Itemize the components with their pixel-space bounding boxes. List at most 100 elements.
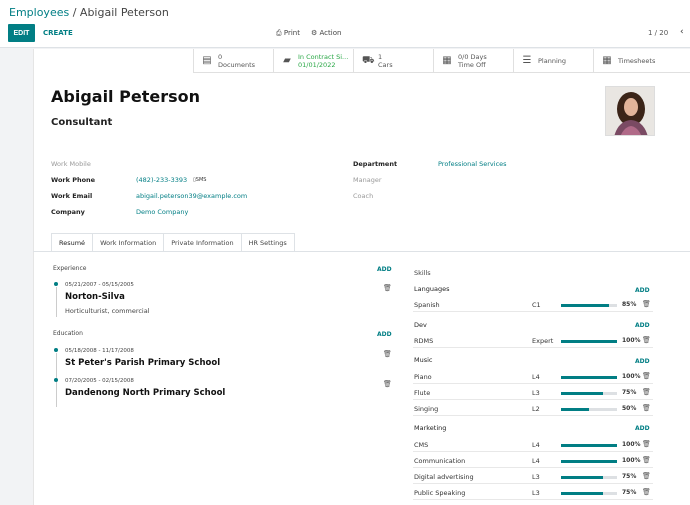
timeline-line	[56, 287, 57, 317]
trash-icon[interactable]: 🗑	[642, 388, 651, 396]
action-button[interactable]: ⚙ Action	[311, 29, 341, 37]
skill-progress-bar	[561, 340, 617, 343]
trash-icon[interactable]: 🗑	[383, 350, 392, 358]
skill-name: Piano	[414, 373, 432, 381]
department-value[interactable]: Professional Services	[438, 160, 507, 168]
contract-smart-button[interactable]: ▰ In Contract Si... 01/01/2022	[273, 49, 353, 73]
tab-work-information[interactable]: Work Information	[92, 233, 165, 251]
trash-icon[interactable]: 🗑	[642, 300, 651, 308]
resume-line-dates: 05/18/2008 - 11/17/2008	[65, 348, 134, 354]
skill-percent: 75%	[622, 473, 637, 480]
calendar-icon: ▦	[602, 55, 612, 66]
avatar-photo	[606, 87, 654, 135]
tab-hr-settings[interactable]: HR Settings	[240, 233, 295, 251]
skill-level: L4	[532, 373, 540, 381]
documents-smart-button[interactable]: ▤ 0 Documents	[193, 49, 273, 73]
skill-row[interactable]: RDMS Expert 100% 🗑	[413, 334, 653, 348]
trash-icon[interactable]: 🗑	[642, 456, 651, 464]
work-phone-value[interactable]: (482)-233-3393	[136, 176, 188, 184]
contract-status: In Contract Si...	[298, 53, 349, 61]
company-value[interactable]: Demo Company	[136, 208, 189, 216]
edit-button[interactable]: EDIT	[8, 24, 35, 42]
skill-percent: 85%	[622, 301, 637, 308]
skills-add-button[interactable]: ADD	[635, 358, 650, 365]
car-icon: ⛟	[362, 55, 375, 66]
skill-level: C1	[532, 301, 541, 309]
skill-percent: 75%	[622, 389, 637, 396]
time-off-days: 0/0 Days	[458, 53, 487, 61]
skill-name: Public Speaking	[414, 489, 466, 497]
trash-icon[interactable]: 🗑	[642, 372, 651, 380]
skill-type-dev: Dev	[414, 321, 427, 329]
trash-icon[interactable]: 🗑	[642, 336, 651, 344]
document-icon: ▤	[202, 55, 212, 66]
education-add-button[interactable]: ADD	[377, 331, 392, 338]
work-mobile-label: Work Mobile	[51, 160, 91, 168]
avatar[interactable]	[605, 86, 655, 136]
skill-row[interactable]: Public Speaking L3 75% 🗑	[413, 486, 653, 500]
skill-name: Singing	[414, 405, 439, 413]
planning-label: Planning	[538, 57, 566, 65]
skill-row[interactable]: Spanish C1 85% 🗑	[413, 298, 653, 312]
trash-icon[interactable]: 🗑	[642, 488, 651, 496]
skill-type-music: Music	[414, 356, 433, 364]
tab-resume[interactable]: Resumé	[51, 233, 94, 251]
skill-row[interactable]: Singing L2 50% 🗑	[413, 402, 653, 416]
breadcrumb-employees-link[interactable]: Employees	[9, 6, 70, 19]
skill-level: L3	[532, 389, 540, 397]
tab-private-information[interactable]: Private Information	[163, 233, 242, 251]
skill-row[interactable]: Communication L4 100% 🗑	[413, 454, 653, 468]
breadcrumb-current: Abigail Peterson	[79, 6, 169, 19]
trash-icon[interactable]: 🗑	[383, 380, 392, 388]
chevron-left-icon[interactable]: ‹	[680, 27, 684, 37]
skills-add-button[interactable]: ADD	[635, 322, 650, 329]
trash-icon[interactable]: 🗑	[642, 440, 651, 448]
timesheets-smart-button[interactable]: ▦ Timesheets	[593, 49, 690, 73]
trash-icon[interactable]: 🗑	[383, 284, 392, 292]
time-off-label: Time Off	[458, 61, 486, 69]
time-off-smart-button[interactable]: ▦ 0/0 Days Time Off	[433, 49, 513, 73]
work-email-value[interactable]: abigail.peterson39@example.com	[136, 192, 248, 200]
skill-progress-bar	[561, 460, 617, 463]
print-label: Print	[283, 29, 300, 37]
skill-row[interactable]: CMS L4 100% 🗑	[413, 438, 653, 452]
cars-smart-button[interactable]: ⛟ 1 Cars	[353, 49, 433, 73]
skills-add-button[interactable]: ADD	[635, 425, 650, 432]
resume-line-name[interactable]: Dandenong North Primary School	[65, 388, 226, 398]
skill-level: L4	[532, 457, 540, 465]
skill-percent: 75%	[622, 489, 637, 496]
skill-name: Flute	[414, 389, 431, 397]
resume-line-name[interactable]: St Peter's Parish Primary School	[65, 358, 221, 368]
pager-value[interactable]: 1 / 20	[648, 29, 669, 37]
skills-title: Skills	[414, 269, 431, 277]
action-label: Action	[319, 29, 342, 37]
skill-row[interactable]: Piano L4 100% 🗑	[413, 370, 653, 384]
planning-icon: ☰	[522, 55, 532, 66]
skill-percent: 100%	[622, 441, 641, 448]
skill-level: L3	[532, 489, 540, 497]
resume-line-description: Horticulturist, commercial	[65, 307, 150, 315]
trash-icon[interactable]: 🗑	[642, 404, 651, 412]
skills-add-button[interactable]: ADD	[635, 287, 650, 294]
tab-divider	[33, 251, 690, 252]
skill-type-marketing: Marketing	[414, 424, 447, 432]
documents-count: 0	[218, 53, 223, 61]
skill-row[interactable]: Digital advertising L3 75% 🗑	[413, 470, 653, 484]
experience-section-title: Experience	[53, 265, 87, 272]
print-icon: ⎙	[276, 29, 282, 37]
skill-percent: 100%	[622, 337, 641, 344]
skill-row[interactable]: Flute L3 75% 🗑	[413, 386, 653, 400]
breadcrumb: Employees / Abigail Peterson	[9, 6, 169, 19]
skill-progress-fill	[561, 304, 609, 307]
skill-progress-fill	[561, 444, 617, 447]
create-button[interactable]: CREATE	[43, 29, 73, 37]
planning-smart-button[interactable]: ☰ Planning	[513, 49, 593, 73]
sms-button[interactable]: ▯SMS	[193, 177, 206, 183]
skill-progress-bar	[561, 408, 617, 411]
notebook-tabs: Resumé Work Information Private Informat…	[51, 233, 295, 251]
experience-add-button[interactable]: ADD	[377, 266, 392, 273]
trash-icon[interactable]: 🗑	[642, 472, 651, 480]
coach-label: Coach	[353, 192, 374, 200]
print-button[interactable]: ⎙ Print	[276, 29, 300, 38]
resume-line-name[interactable]: Norton-Silva	[65, 292, 125, 302]
